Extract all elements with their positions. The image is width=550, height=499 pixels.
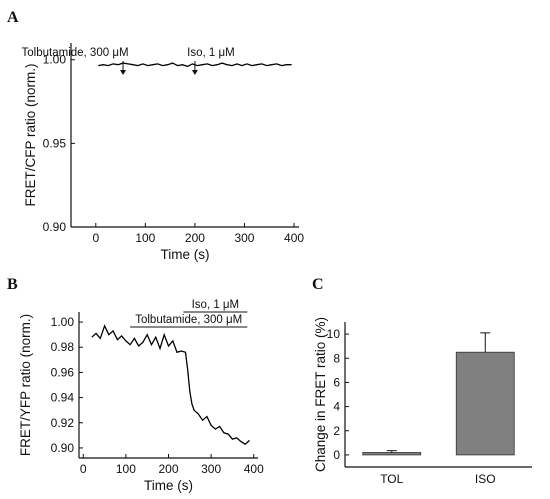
b-y-tick-label: 1.00 xyxy=(51,315,75,329)
b-y-tick-label: 0.90 xyxy=(51,441,75,455)
a-y-axis-title: FRET/CFP ratio (norm.) xyxy=(23,63,38,206)
c-y-tick-label: 2 xyxy=(333,424,340,438)
b-y-tick-label: 0.98 xyxy=(51,340,75,354)
c-y-tick-label: 4 xyxy=(333,400,340,414)
a-y-tick-label: 0.90 xyxy=(43,220,67,234)
b-series-line xyxy=(91,324,250,446)
c-category-label: ISO xyxy=(475,472,496,486)
c-bar-tol xyxy=(362,452,422,456)
panel-b: B 0.90 0.92 0.94 0.96 0.98 1.00 0 100 200 300 400 T… xyxy=(7,276,264,493)
a-x-tick-label: 100 xyxy=(135,231,155,245)
a-annotation-label: Iso, 1 μM xyxy=(187,47,235,59)
c-category-label: TOL xyxy=(380,472,403,486)
a-x-tick-label: 0 xyxy=(92,231,99,245)
panel-b-letter: B xyxy=(7,276,18,293)
b-y-tick-label: 0.92 xyxy=(51,416,75,430)
a-x-tick-label: 300 xyxy=(234,231,254,245)
a-annotation-label: Tolbutamide, 300 μM xyxy=(22,47,129,59)
b-x-tick-label: 400 xyxy=(244,462,264,476)
b-y-tick-label: 0.96 xyxy=(51,365,75,379)
a-annotation-arrow-head xyxy=(191,70,198,75)
b-y-tick-label: 0.94 xyxy=(51,391,75,405)
a-annotation-arrow-head xyxy=(120,70,127,75)
b-x-tick-label: 300 xyxy=(201,462,221,476)
a-x-axis-title: Time (s) xyxy=(161,247,210,262)
c-y-tick-label: 8 xyxy=(333,351,340,365)
panel-a-letter: A xyxy=(7,9,19,26)
b-x-axis-title: Time (s) xyxy=(144,478,193,493)
c-y-tick-label: 0 xyxy=(333,448,340,462)
b-x-tick-label: 200 xyxy=(158,462,178,476)
b-y-axis-title: FRET/YFP ratio (norm.) xyxy=(18,314,33,456)
c-bar-iso xyxy=(455,351,515,456)
panel-a: A 0.90 0.95 1.00 0 100 200 300 400 Time (s) FRET/… xyxy=(7,9,304,262)
b-x-tick-label: 0 xyxy=(80,462,87,476)
c-y-tick-label: 6 xyxy=(333,375,340,389)
c-y-axis-title: Change in FRET ratio (%) xyxy=(313,317,328,472)
b-tolbutamide-label: Tolbutamide, 300 μM xyxy=(135,314,242,326)
a-x-tick-label: 400 xyxy=(284,231,304,245)
c-y-tick-label: 10 xyxy=(327,327,341,341)
panel-c-letter: C xyxy=(312,276,324,293)
b-iso-label: Iso, 1 μM xyxy=(192,299,240,311)
a-y-tick-label: 0.95 xyxy=(43,136,67,150)
a-y-tick-label: 1.00 xyxy=(43,53,67,67)
a-x-tick-label: 200 xyxy=(185,231,205,245)
b-x-tick-label: 100 xyxy=(116,462,136,476)
